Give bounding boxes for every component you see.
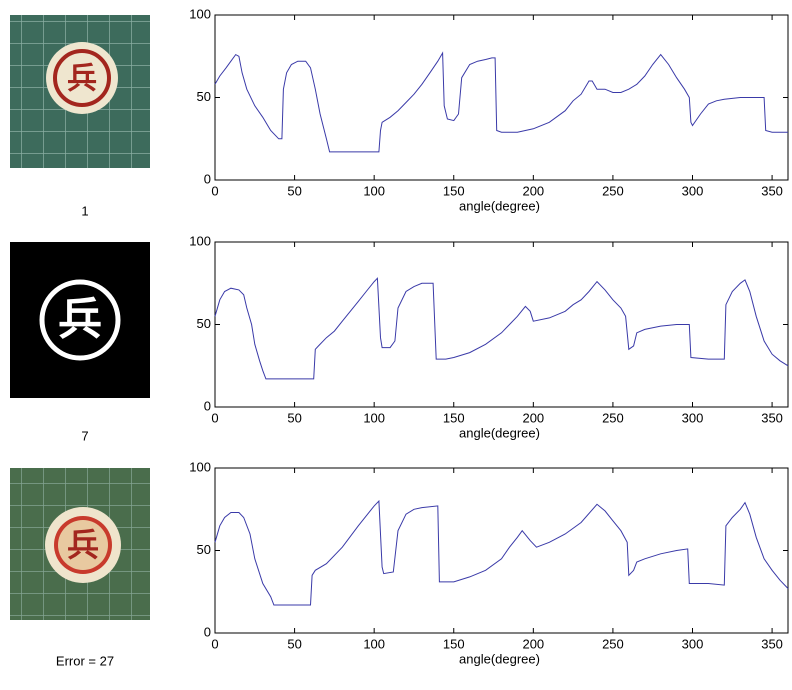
x-tick-label: 200 [522, 636, 544, 651]
x-tick-label: 0 [211, 636, 218, 651]
y-tick-label: 50 [197, 89, 211, 104]
caption: 7 [81, 428, 88, 443]
y-tick-label: 0 [204, 398, 211, 413]
y-tick-label: 50 [197, 316, 211, 331]
x-axis-label: angle(degree) [459, 198, 540, 213]
caption: Error = 27 [56, 653, 114, 668]
plot-frame [215, 242, 788, 407]
photo-piece: 兵 [10, 15, 150, 168]
glyph: 兵 [67, 526, 99, 564]
x-tick-label: 150 [443, 410, 465, 425]
x-tick-label: 100 [363, 183, 385, 198]
x-tick-label: 50 [287, 183, 301, 198]
x-tick-label: 50 [287, 636, 301, 651]
x-tick-label: 350 [761, 183, 783, 198]
x-tick-label: 350 [761, 636, 783, 651]
plot-frame [215, 468, 788, 633]
x-tick-label: 250 [602, 410, 624, 425]
x-tick-label: 150 [443, 183, 465, 198]
y-tick-label: 100 [189, 459, 211, 474]
x-tick-label: 0 [211, 183, 218, 198]
x-tick-label: 100 [363, 636, 385, 651]
x-tick-label: 250 [602, 636, 624, 651]
binary-piece: 兵 [10, 242, 150, 398]
glyph: 兵 [67, 62, 97, 97]
y-tick-label: 50 [197, 542, 211, 557]
x-tick-label: 350 [761, 410, 783, 425]
plot-frame [215, 15, 788, 180]
x-tick-label: 250 [602, 183, 624, 198]
y-tick-label: 100 [189, 233, 211, 248]
y-tick-label: 0 [204, 171, 211, 186]
x-tick-label: 300 [682, 183, 704, 198]
glyph: 兵 [58, 294, 102, 345]
x-tick-label: 150 [443, 636, 465, 651]
x-axis-label: angle(degree) [459, 651, 540, 666]
x-tick-label: 300 [682, 636, 704, 651]
x-tick-label: 100 [363, 410, 385, 425]
x-axis-label: angle(degree) [459, 425, 540, 440]
caption: 1 [81, 203, 88, 218]
x-tick-label: 200 [522, 183, 544, 198]
figure: 兵 兵 兵 1 7 Error = 27 0 50 100 150 200 250 300 3… [0, 0, 792, 685]
photo-piece: 兵 [10, 468, 150, 620]
x-tick-label: 300 [682, 410, 704, 425]
x-tick-label: 50 [287, 410, 301, 425]
y-tick-label: 0 [204, 624, 211, 639]
x-tick-label: 200 [522, 410, 544, 425]
y-tick-label: 100 [189, 6, 211, 21]
x-tick-label: 0 [211, 410, 218, 425]
